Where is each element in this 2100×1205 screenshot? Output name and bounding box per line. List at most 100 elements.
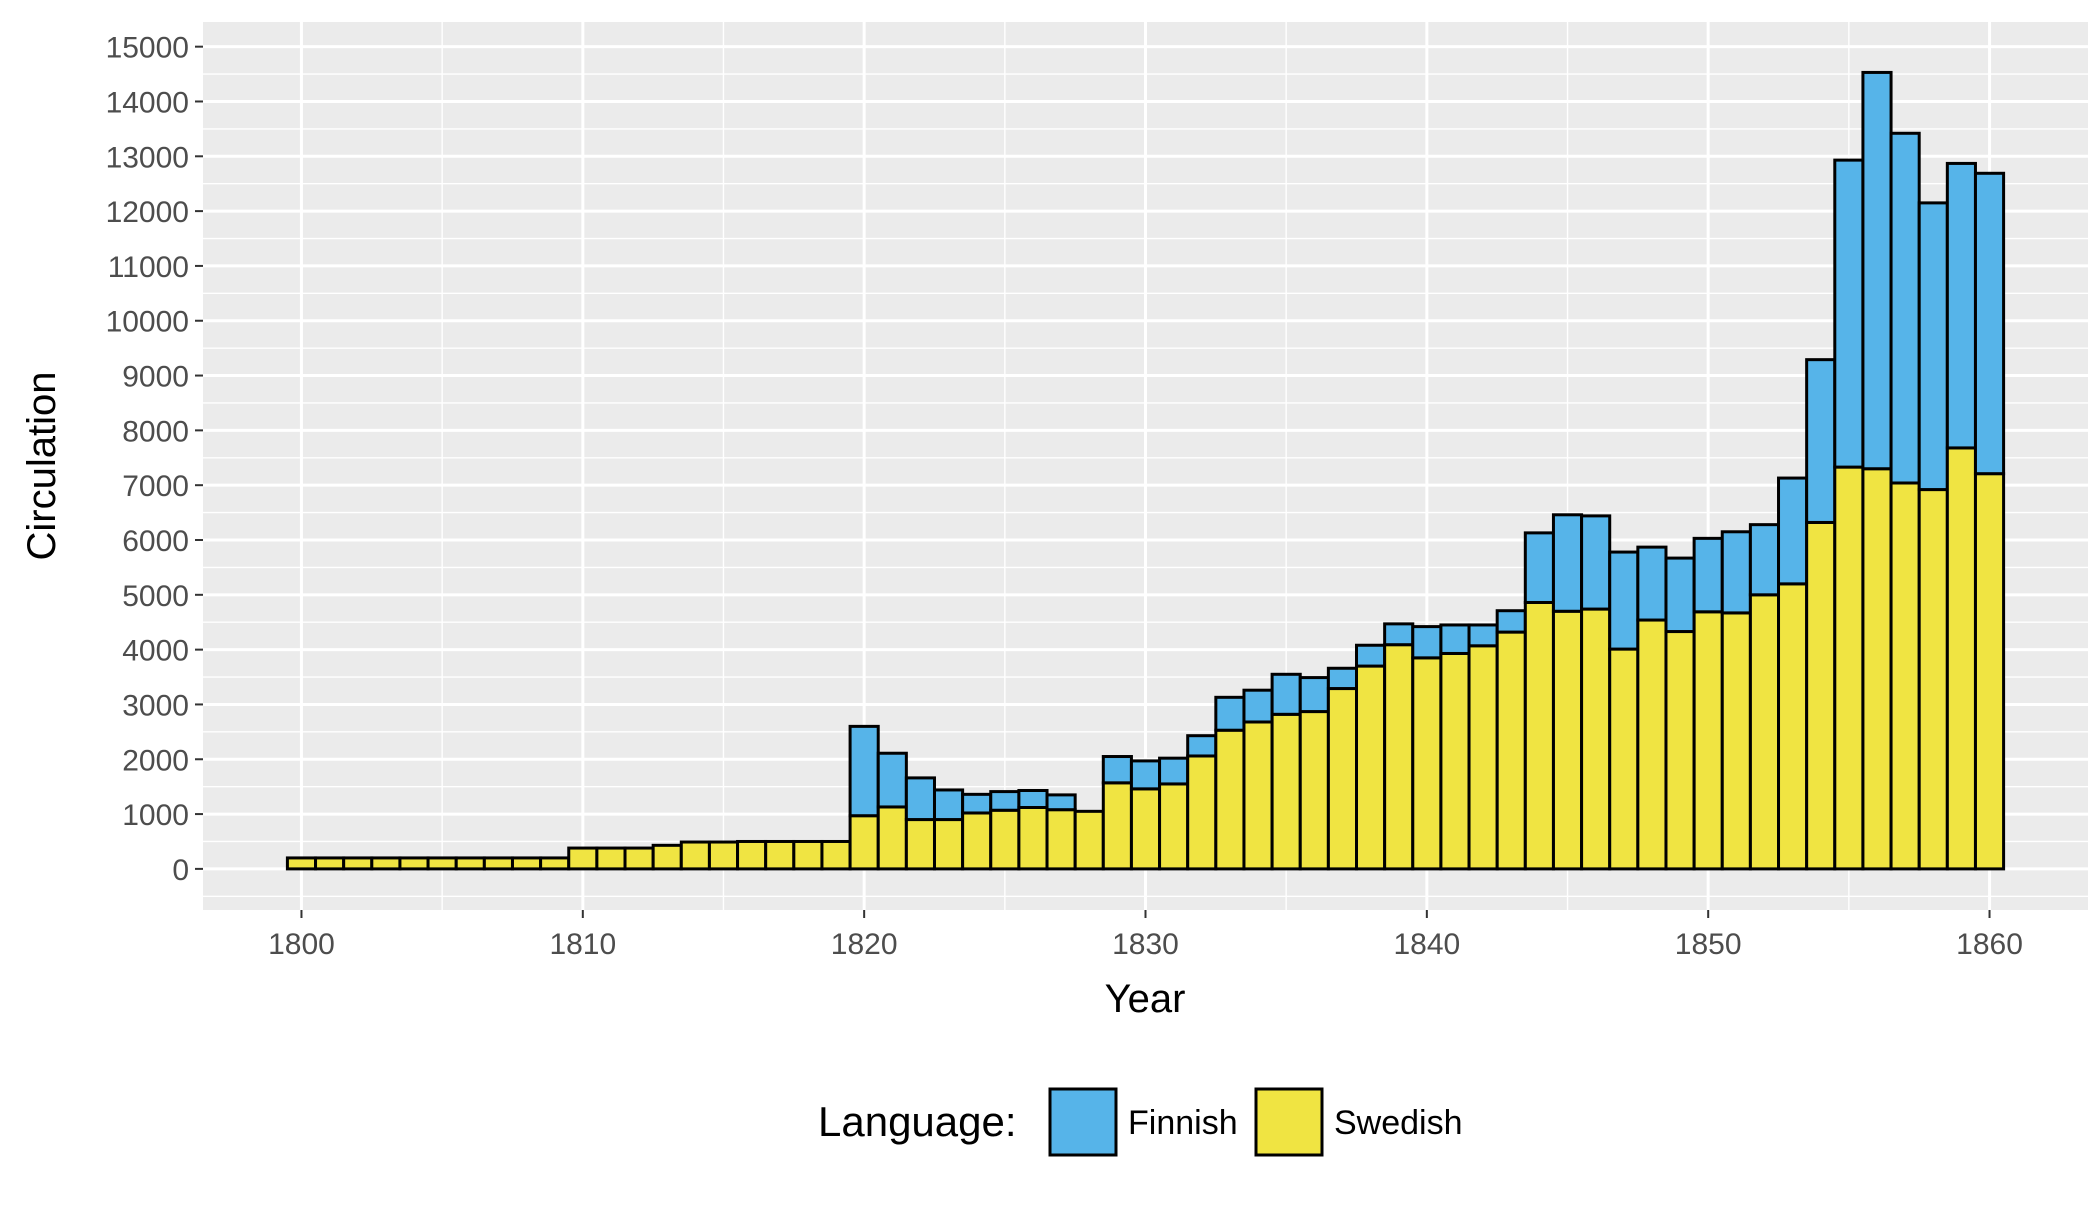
bar-swedish <box>1383 643 1415 871</box>
bar-finnish <box>1017 789 1049 809</box>
bar-swedish <box>1917 488 1949 871</box>
bar-finnish <box>1411 625 1443 660</box>
bar-finnish <box>904 776 936 822</box>
bar-swedish <box>1017 805 1049 871</box>
bar-finnish <box>1889 131 1921 485</box>
legend: Language: Finnish Swedish <box>818 1087 1463 1157</box>
y-tick-label: 1000 <box>122 799 189 832</box>
y-tick-label: 8000 <box>122 415 189 448</box>
y-tick-label: 12000 <box>106 196 189 229</box>
bar-swedish <box>989 808 1021 871</box>
bar-swedish <box>1833 465 1865 871</box>
bar-finnish <box>1805 358 1837 524</box>
y-axis-title: Circulation <box>20 372 64 561</box>
bar-swedish <box>1101 781 1133 871</box>
bar-swedish <box>370 856 402 871</box>
bar-finnish <box>1917 201 1949 492</box>
bar-swedish <box>1214 728 1246 871</box>
bar-swedish <box>1045 808 1077 871</box>
bar-swedish <box>1748 593 1781 871</box>
bar-swedish <box>510 856 543 871</box>
bar-swedish <box>1326 687 1359 871</box>
bar-swedish <box>1467 644 1499 871</box>
bar-swedish <box>1270 712 1302 871</box>
y-tick-label: 11000 <box>108 251 189 284</box>
bar-swedish <box>651 843 683 871</box>
y-tick-label: 14000 <box>106 86 189 119</box>
x-tick-label: 1820 <box>831 928 898 961</box>
bar-finnish <box>961 792 993 815</box>
bar-swedish <box>736 839 768 871</box>
bar-swedish <box>1608 647 1640 871</box>
x-axis-title: Year <box>1105 977 1186 1021</box>
y-tick-label: 7000 <box>122 470 189 503</box>
bar-finnish <box>1101 755 1133 785</box>
bar-swedish <box>623 846 655 871</box>
x-tick-label: 1840 <box>1393 928 1460 961</box>
bar-finnish <box>1861 70 1893 471</box>
y-tick-label: 0 <box>172 854 189 887</box>
bar-finnish <box>876 751 908 809</box>
bar-swedish <box>539 856 571 871</box>
bar-swedish <box>1129 787 1162 871</box>
x-tick-label: 1830 <box>1112 928 1179 961</box>
bar-swedish <box>1861 467 1893 871</box>
legend-key-swedish <box>1254 1087 1324 1157</box>
bar-finnish <box>1045 793 1077 812</box>
bar-swedish <box>426 856 458 871</box>
bar-swedish <box>1636 618 1668 871</box>
bar-finnish <box>1748 523 1781 597</box>
bar-finnish <box>1214 695 1246 732</box>
x-tick-label: 1850 <box>1675 928 1742 961</box>
bar-swedish <box>454 856 486 871</box>
y-tick-label: 2000 <box>122 744 189 777</box>
bar-finnish <box>1242 688 1274 724</box>
bar-swedish <box>1495 630 1527 871</box>
bar-swedish <box>1298 710 1330 871</box>
y-tick-label: 9000 <box>122 361 189 394</box>
bar-finnish <box>1945 161 1977 450</box>
bar-finnish <box>1608 550 1640 651</box>
bar-swedish <box>876 805 908 871</box>
bar-finnish <box>1495 609 1527 634</box>
bar-swedish <box>932 818 965 871</box>
y-tick-label: 15000 <box>106 32 189 65</box>
bar-swedish <box>1945 446 1977 871</box>
bar-swedish <box>1777 582 1809 871</box>
legend-label-swedish: Swedish <box>1334 1104 1463 1142</box>
bar-finnish <box>1777 476 1809 586</box>
bar-finnish <box>1636 545 1668 622</box>
bar-finnish <box>1467 623 1499 648</box>
bar-swedish <box>285 856 318 871</box>
bar-swedish <box>595 846 627 871</box>
bar-finnish <box>1580 514 1612 611</box>
bar-swedish <box>1158 782 1190 871</box>
bar-swedish <box>1355 664 1387 871</box>
bar-finnish <box>1523 531 1555 604</box>
x-tick-label: 1860 <box>1956 928 2023 961</box>
legend-key-finnish <box>1048 1087 1118 1157</box>
bar-finnish <box>1551 513 1584 613</box>
bar-swedish <box>707 840 740 871</box>
y-tick-label: 3000 <box>122 689 189 722</box>
bar-swedish <box>1242 720 1274 871</box>
y-tick-label: 13000 <box>106 141 189 174</box>
bar-finnish <box>1298 676 1330 714</box>
bar-finnish <box>989 790 1021 812</box>
bar-finnish <box>1186 734 1218 758</box>
bar-swedish <box>1889 481 1921 871</box>
bar-finnish <box>1664 556 1696 634</box>
bar-finnish <box>1355 643 1387 668</box>
bar-swedish <box>1186 754 1218 871</box>
bar-swedish <box>792 839 824 871</box>
bar-swedish <box>1523 600 1555 871</box>
bar-finnish <box>1973 171 2006 476</box>
bar-finnish <box>1383 622 1415 647</box>
y-tick-label: 4000 <box>122 635 189 668</box>
bar-swedish <box>1551 609 1584 871</box>
bar-finnish <box>1439 623 1471 655</box>
bar-swedish <box>1692 610 1724 871</box>
bar-swedish <box>567 846 599 871</box>
